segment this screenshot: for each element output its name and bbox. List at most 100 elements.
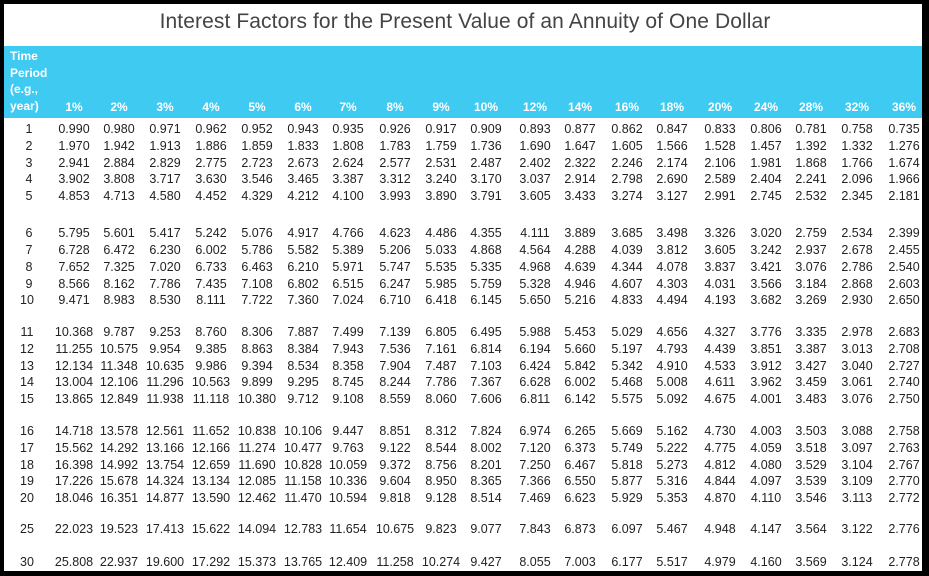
factor-cell: 9.763 — [332, 441, 364, 455]
factor-cell: 10.368 — [54, 325, 94, 339]
period-cell: 15 — [20, 392, 34, 406]
factor-cell: 4.833 — [611, 293, 643, 307]
factor-cell: 4.793 — [656, 342, 688, 356]
factor-cell: 3.483 — [795, 392, 827, 406]
factor-cell: 4.611 — [704, 375, 736, 389]
factor-cell: 8.312 — [425, 424, 457, 438]
period-cell: 25 — [20, 522, 34, 536]
factor-cell: 3.566 — [750, 277, 782, 291]
factor-cell: 2.534 — [841, 226, 873, 240]
factor-cell: 7.606 — [470, 392, 502, 406]
factor-cell: 22.937 — [99, 555, 139, 569]
factor-cell: 5.453 — [564, 325, 596, 339]
factor-cell: 5.660 — [564, 342, 596, 356]
factor-cell: 2.776 — [888, 522, 920, 536]
factor-cell: 8.983 — [103, 293, 135, 307]
factor-cell: 6.728 — [58, 243, 90, 257]
factor-cell: 5.242 — [195, 226, 227, 240]
factor-cell: 2.868 — [841, 277, 873, 291]
factor-cell: 0.877 — [564, 122, 596, 136]
factor-cell: 6.210 — [287, 260, 319, 274]
factor-cell: 5.929 — [611, 491, 643, 505]
factor-cell: 2.941 — [58, 156, 90, 170]
factor-cell: 4.147 — [750, 522, 782, 536]
factor-cell: 6.733 — [195, 260, 227, 274]
factor-cell: 9.372 — [379, 458, 411, 472]
factor-cell: 9.471 — [58, 293, 90, 307]
factor-cell: 6.802 — [287, 277, 319, 291]
period-cell: 17 — [20, 441, 34, 455]
factor-cell: 13.765 — [283, 555, 323, 569]
factor-cell: 12.849 — [99, 392, 139, 406]
factor-cell: 10.106 — [283, 424, 323, 438]
factor-cell: 6.002 — [564, 375, 596, 389]
factor-cell: 2.455 — [888, 243, 920, 257]
factor-cell: 4.078 — [656, 260, 688, 274]
factor-cell: 14.292 — [99, 441, 139, 455]
period-cell: 20 — [20, 491, 34, 505]
factor-cell: 4.111 — [520, 226, 550, 240]
factor-cell: 3.269 — [795, 293, 827, 307]
rate-column-header: 1% — [65, 100, 83, 114]
factor-cell: 3.122 — [841, 522, 873, 536]
factor-cell: 9.823 — [425, 522, 457, 536]
factor-cell: 8.162 — [103, 277, 135, 291]
factor-cell: 5.988 — [519, 325, 551, 339]
factor-cell: 1.942 — [103, 139, 135, 153]
factor-cell: 2.767 — [888, 458, 920, 472]
factor-cell: 17.413 — [145, 522, 185, 536]
factor-cell: 6.550 — [564, 474, 596, 488]
rate-column-header: 20% — [707, 100, 733, 114]
factor-cell: 1.859 — [241, 139, 273, 153]
factor-cell: 5.353 — [656, 491, 688, 505]
period-cell: 18 — [20, 458, 34, 472]
rate-column-header: 5% — [248, 100, 266, 114]
rate-column-header: 14% — [567, 100, 593, 114]
factor-cell: 8.055 — [519, 555, 551, 569]
rate-column-header: 16% — [614, 100, 640, 114]
factor-cell: 4.080 — [750, 458, 782, 472]
factor-cell: 10.594 — [328, 491, 368, 505]
factor-cell: 7.904 — [379, 359, 411, 373]
factor-cell: 2.345 — [841, 189, 873, 203]
factor-cell: 4.288 — [564, 243, 596, 257]
factor-cell: 10.059 — [328, 458, 368, 472]
period-cell: 12 — [20, 342, 34, 356]
factor-cell: 4.870 — [704, 491, 736, 505]
factor-cell: 2.399 — [888, 226, 920, 240]
factor-cell: 6.472 — [103, 243, 135, 257]
factor-cell: 7.469 — [519, 491, 551, 505]
factor-cell: 4.193 — [704, 293, 736, 307]
factor-cell: 2.577 — [379, 156, 411, 170]
factor-cell: 1.332 — [841, 139, 873, 153]
factor-cell: 6.495 — [470, 325, 502, 339]
factor-cell: 11.654 — [329, 522, 367, 536]
factor-cell: 3.605 — [704, 243, 736, 257]
factor-cell: 5.092 — [656, 392, 688, 406]
factor-cell: 4.303 — [656, 277, 688, 291]
factor-cell: 13.590 — [191, 491, 231, 505]
factor-cell: 3.630 — [195, 172, 227, 186]
factor-cell: 1.913 — [149, 139, 181, 153]
factor-cell: 4.212 — [287, 189, 319, 203]
factor-cell: 2.745 — [750, 189, 782, 203]
factor-cell: 5.468 — [611, 375, 643, 389]
factor-cell: 4.329 — [241, 189, 273, 203]
factor-cell: 6.811 — [519, 392, 551, 406]
factor-cell: 8.851 — [379, 424, 411, 438]
factor-cell: 7.536 — [379, 342, 411, 356]
factor-cell: 5.197 — [611, 342, 643, 356]
factor-cell: 8.544 — [425, 441, 457, 455]
factor-cell: 3.465 — [287, 172, 319, 186]
factor-cell: 3.037 — [519, 172, 551, 186]
rate-column-header: 8% — [386, 100, 404, 114]
factor-cell: 1.736 — [470, 139, 502, 153]
factor-cell: 3.791 — [470, 189, 502, 203]
period-cell: 16 — [20, 424, 34, 438]
factor-cell: 4.775 — [704, 441, 736, 455]
period-cell: 10 — [20, 293, 34, 307]
factor-cell: 4.533 — [704, 359, 736, 373]
factor-cell: 11.296 — [146, 375, 184, 389]
factor-cell: 2.978 — [841, 325, 873, 339]
factor-cell: 7.786 — [149, 277, 181, 291]
